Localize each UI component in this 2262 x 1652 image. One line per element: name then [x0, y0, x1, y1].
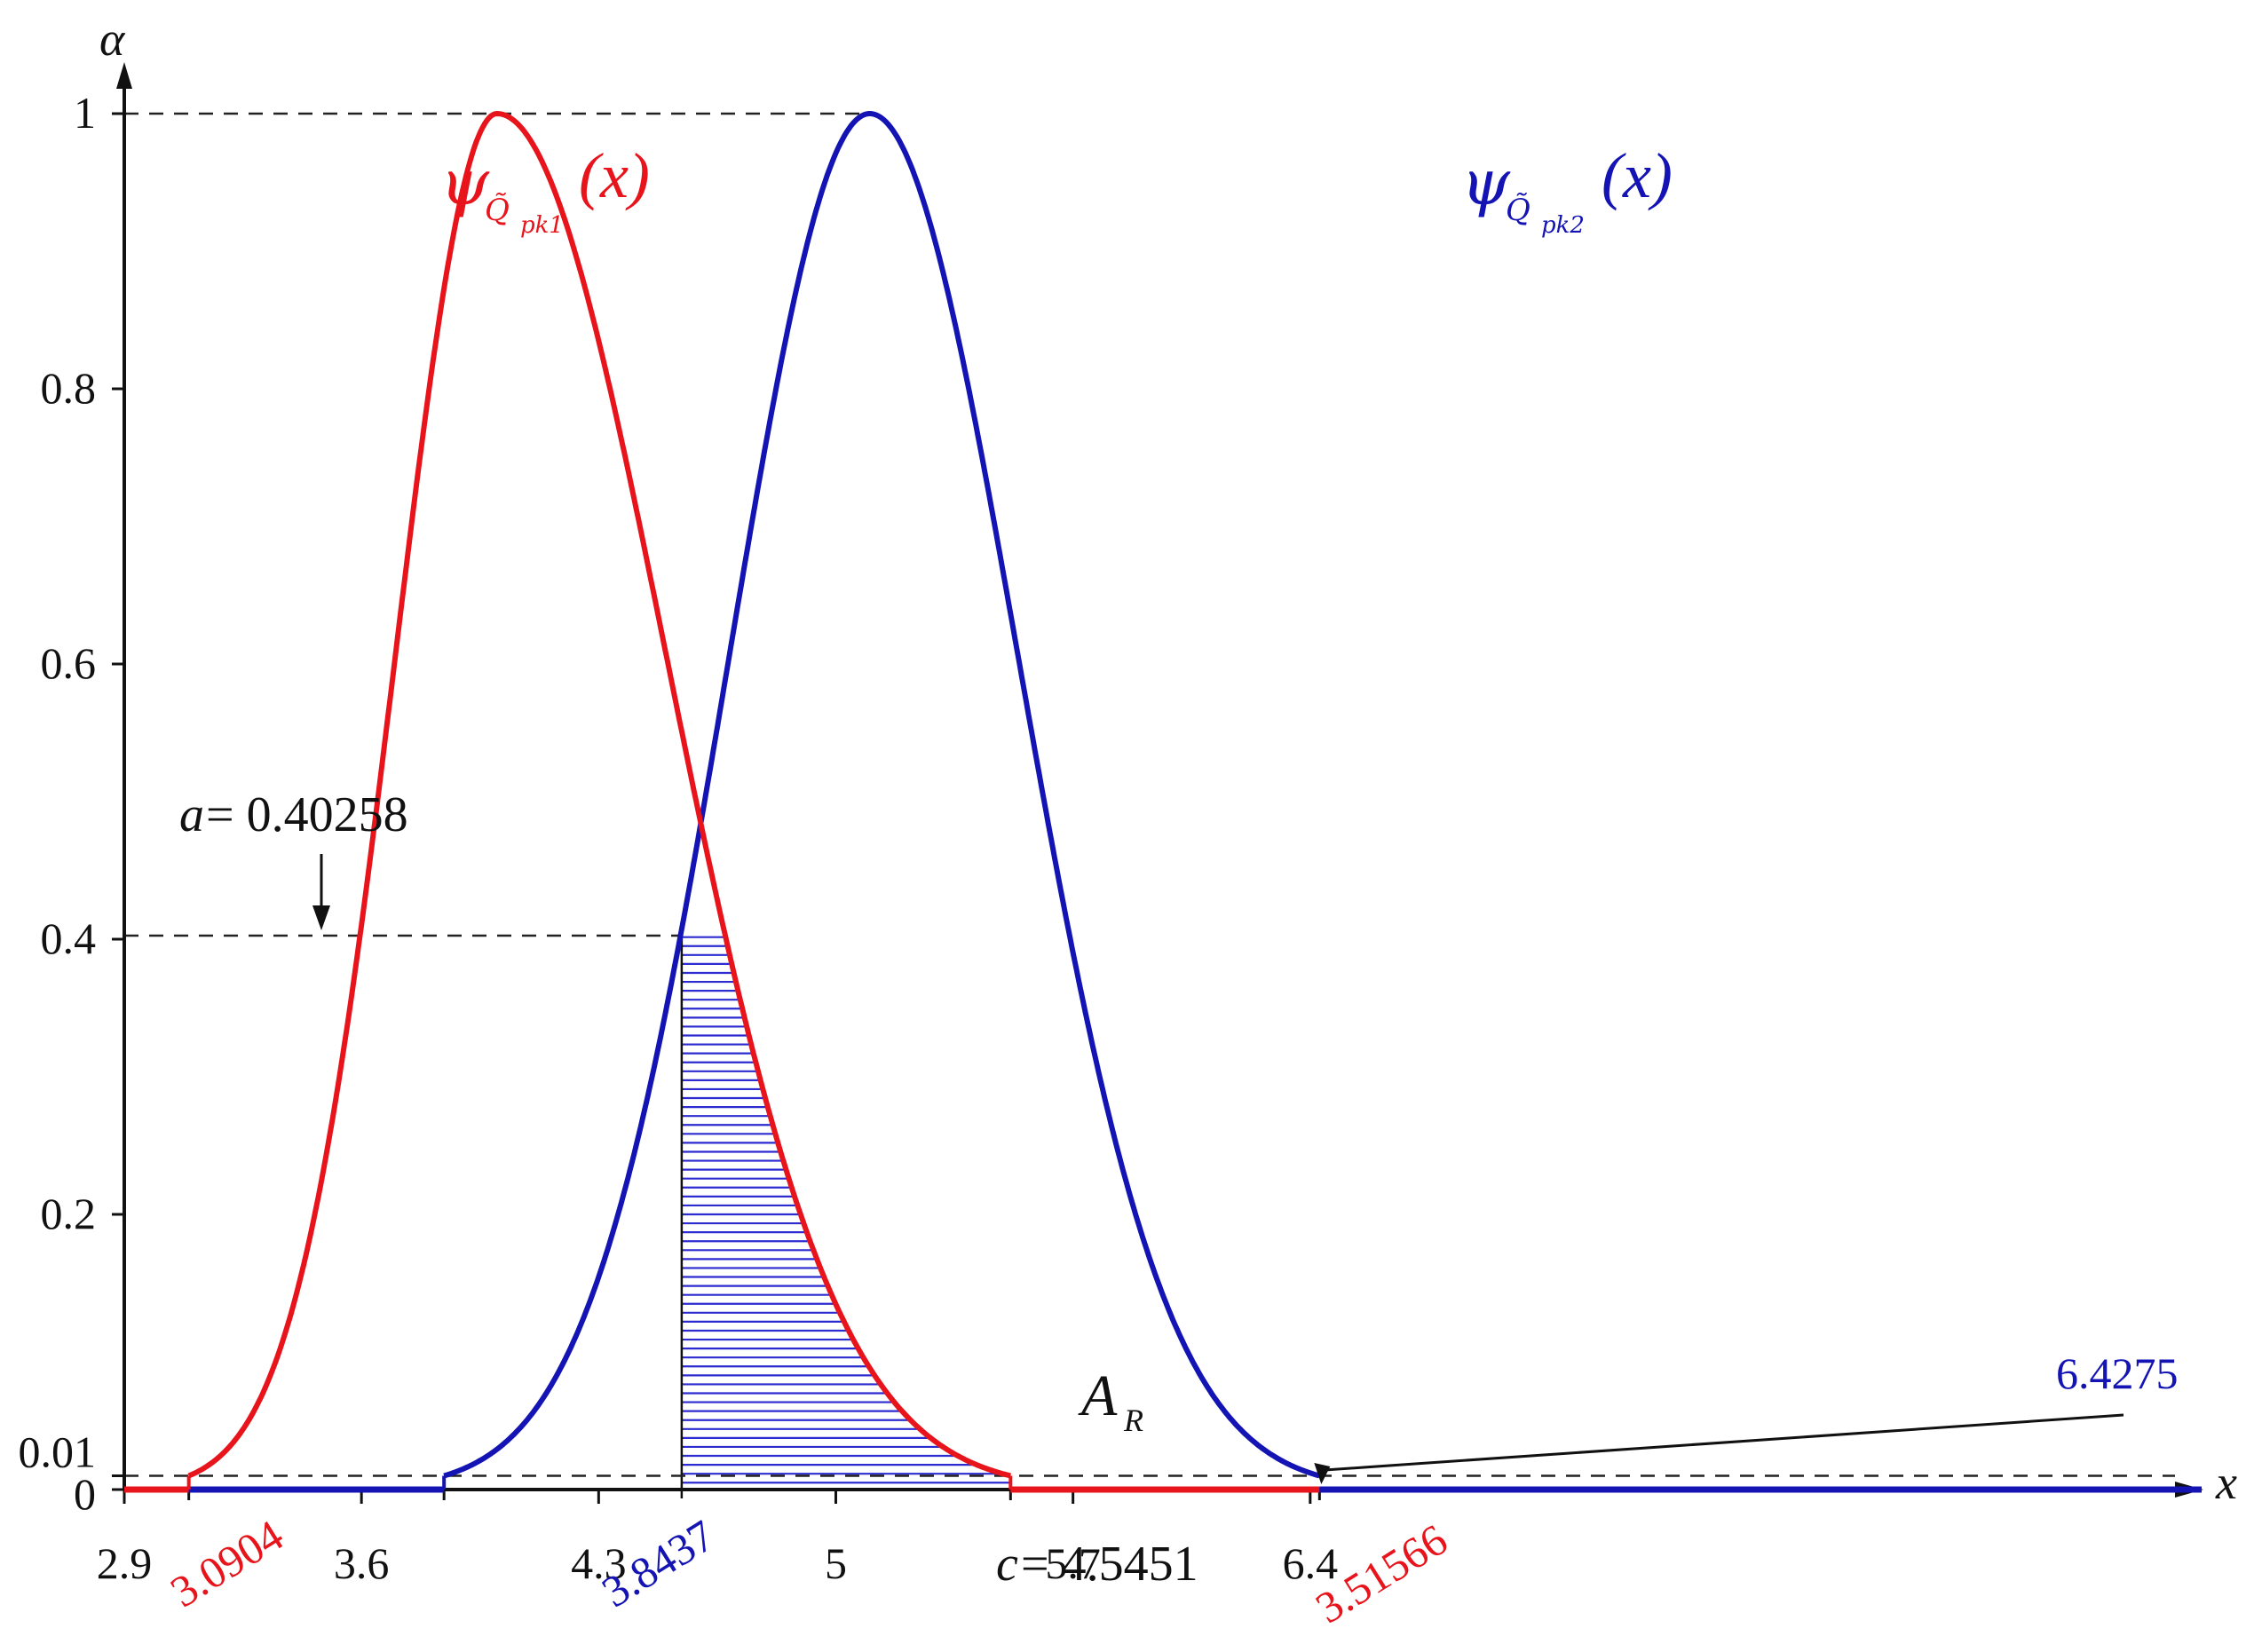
a-value: = 0.40258	[206, 787, 408, 842]
y-axis-title: α	[99, 12, 126, 66]
series-label-1: ψ Q̃ pk1 (x)	[440, 140, 650, 239]
a-annotation: a = 0.40258	[179, 787, 408, 930]
area-label: A R	[1071, 1346, 1163, 1438]
area-label-main: A	[1078, 1363, 1118, 1428]
support-label-3-8437: 3.8437	[593, 1510, 723, 1616]
c-var: c	[996, 1537, 1018, 1592]
series-label-2-q: Q̃	[1506, 193, 1530, 228]
right-end-annotation: 6.4275	[1314, 1348, 2179, 1484]
y-tick-label: 0.8	[41, 363, 97, 413]
y-tick-label: 0.2	[41, 1189, 97, 1238]
x-tick-label: 6.4	[1283, 1538, 1339, 1588]
series-label-1-psi: ψ	[440, 146, 490, 219]
series-label-1-sub: pk1	[520, 212, 564, 239]
y-tick-label: 0.6	[41, 638, 97, 688]
right-end-arrow-line	[1325, 1413, 2124, 1472]
y-tick-label: 1	[74, 88, 96, 138]
area-label-background	[1071, 1346, 1163, 1435]
a-arrow-icon	[312, 905, 330, 930]
a-var: a	[179, 787, 204, 842]
c-annotation: c = 4.5451	[996, 1537, 1198, 1592]
series-label-2-arg: (x)	[1602, 140, 1673, 211]
x-tick-label: 3.6	[334, 1538, 390, 1588]
series-label-2-sub: pk2	[1541, 212, 1585, 239]
c-value: = 4.5451	[1021, 1537, 1198, 1592]
reference-lines	[124, 112, 2175, 1477]
x-tick-label: 4.3	[571, 1538, 627, 1588]
x-tick-label: 5	[825, 1538, 847, 1588]
series-1-line	[187, 110, 1012, 1479]
area-label-sub: R	[1123, 1403, 1143, 1438]
area-hatching	[680, 936, 1011, 1498]
series-curves	[124, 110, 2202, 1493]
x-axis-title: x	[2215, 1456, 2237, 1509]
right-end-arrow-icon	[1314, 1463, 1331, 1484]
y-axis-arrow-icon	[116, 62, 132, 89]
support-label-3-0904: 3.0904	[162, 1510, 291, 1616]
y-axis-ticks: 00.01 0.2 0.4 0.6 0.8 1	[19, 88, 124, 1519]
y-tick-label: 0	[74, 1469, 96, 1519]
x-tick-label: 5.7	[1045, 1538, 1101, 1588]
series-label-2-psi: ψ	[1461, 146, 1511, 219]
series-label-2: ψ Q̃ pk2 (x)	[1461, 140, 1673, 239]
x-tick-label: 2.9	[97, 1538, 153, 1588]
right-end-label: 6.4275	[2056, 1348, 2179, 1398]
y-tick-label: 0.01	[19, 1427, 97, 1477]
x-axis-ticks: 2.9 3.6 4.3 5 5.7 6.4	[97, 1490, 1338, 1588]
series-2-line	[443, 111, 1321, 1479]
series-label-1-arg: (x)	[579, 140, 650, 211]
series-label-1-q: Q̃	[485, 193, 510, 228]
y-tick-label: 0.4	[41, 913, 97, 963]
